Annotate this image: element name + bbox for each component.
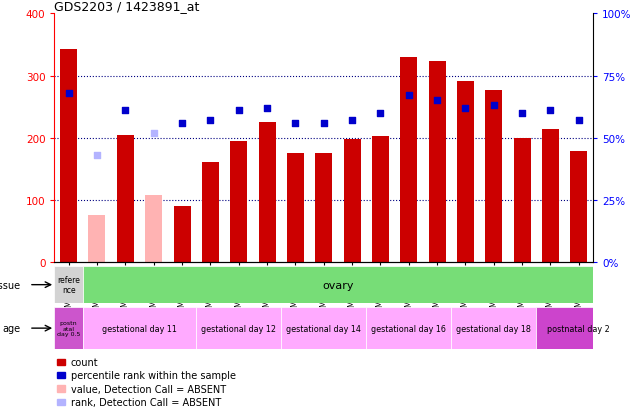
Point — [63, 90, 74, 97]
Point — [177, 120, 187, 127]
Text: postn
atal
day 0.5: postn atal day 0.5 — [57, 320, 80, 337]
Bar — [54, 266, 83, 304]
Point — [121, 108, 131, 114]
Bar — [457, 81, 474, 262]
Bar — [196, 308, 281, 349]
Bar — [54, 308, 83, 349]
Bar — [315, 154, 332, 262]
Point — [205, 118, 215, 124]
Bar — [202, 163, 219, 262]
Bar — [83, 308, 196, 349]
Bar — [366, 308, 451, 349]
Point — [347, 118, 357, 124]
Point — [432, 98, 442, 104]
Point — [290, 120, 301, 127]
Point — [375, 110, 385, 117]
Point — [460, 105, 470, 112]
Point — [319, 120, 329, 127]
Text: GDS2203 / 1423891_at: GDS2203 / 1423891_at — [54, 0, 200, 13]
Point — [517, 110, 527, 117]
Point — [574, 118, 584, 124]
Point — [262, 105, 272, 112]
Bar — [537, 308, 621, 349]
Text: gestational day 11: gestational day 11 — [102, 324, 177, 333]
Bar — [57, 358, 65, 365]
Text: postnatal day 2: postnatal day 2 — [547, 324, 610, 333]
Bar — [57, 399, 65, 406]
Bar — [117, 136, 134, 262]
Point — [92, 152, 102, 159]
Bar — [230, 141, 247, 262]
Text: age: age — [3, 323, 21, 333]
Point — [488, 103, 499, 109]
Bar — [57, 385, 65, 392]
Text: tissue: tissue — [0, 280, 21, 290]
Point — [149, 130, 159, 137]
Point — [233, 108, 244, 114]
Text: gestational day 16: gestational day 16 — [371, 324, 446, 333]
Text: gestational day 18: gestational day 18 — [456, 324, 531, 333]
Text: count: count — [71, 357, 98, 367]
Bar — [485, 91, 503, 262]
Text: gestational day 14: gestational day 14 — [287, 324, 361, 333]
Text: rank, Detection Call = ABSENT: rank, Detection Call = ABSENT — [71, 397, 221, 407]
Text: gestational day 12: gestational day 12 — [201, 324, 276, 333]
Bar — [429, 62, 445, 262]
Bar — [451, 308, 537, 349]
Text: ovary: ovary — [322, 280, 354, 290]
Bar — [570, 152, 587, 262]
Bar — [145, 196, 162, 262]
Bar — [60, 50, 77, 262]
Text: percentile rank within the sample: percentile rank within the sample — [71, 370, 236, 380]
Point — [404, 93, 414, 100]
Bar — [281, 308, 366, 349]
Bar — [258, 123, 276, 262]
Text: value, Detection Call = ABSENT: value, Detection Call = ABSENT — [71, 384, 226, 394]
Bar — [174, 206, 190, 262]
Bar — [344, 140, 360, 262]
Bar — [400, 58, 417, 262]
Text: refere
nce: refere nce — [57, 275, 80, 294]
Bar — [372, 137, 389, 262]
Bar — [88, 215, 106, 262]
Bar — [513, 138, 531, 262]
Bar — [287, 154, 304, 262]
Point — [545, 108, 556, 114]
Bar — [542, 130, 559, 262]
Bar — [57, 372, 65, 379]
